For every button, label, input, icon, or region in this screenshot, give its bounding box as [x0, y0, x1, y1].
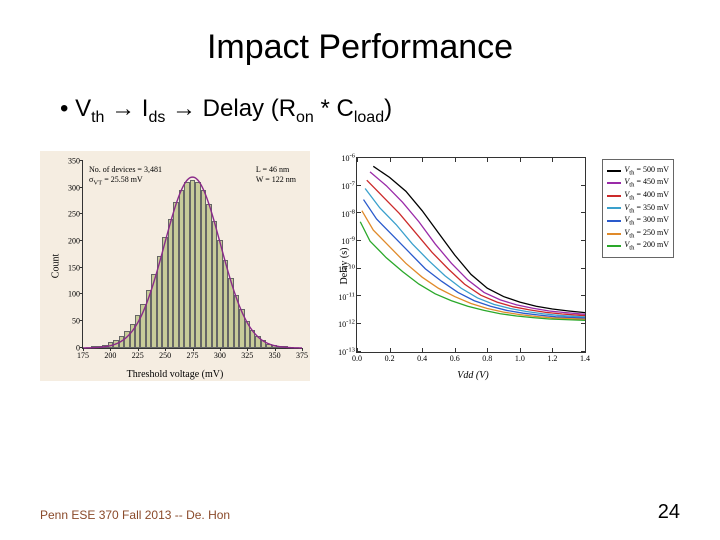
bullet-text: * C — [314, 95, 354, 122]
bullet-text: → I — [104, 95, 148, 122]
linechart-xtick: 1.0 — [515, 352, 525, 363]
histogram-ytick: 200 — [68, 236, 83, 245]
bullet-text: • V — [60, 95, 91, 122]
histogram-ytick: 150 — [68, 263, 83, 272]
legend-label: Vth = 400 mV — [624, 190, 669, 202]
linechart-ytick: 10-12 — [338, 319, 357, 330]
histogram-ytick: 50 — [72, 317, 83, 326]
legend-item: Vth = 400 mV — [607, 190, 669, 202]
linechart-ytick: 10-11 — [338, 291, 357, 302]
legend-item: Vth = 350 mV — [607, 203, 669, 215]
bullet-text: ) — [384, 95, 392, 122]
linechart-xtick: 0.2 — [385, 352, 395, 363]
legend-swatch — [607, 170, 621, 172]
charts-row: Count Threshold voltage (mV) No. of devi… — [40, 151, 680, 381]
slide-title: Impact Performance — [40, 28, 680, 67]
histogram-ylabel: Count — [51, 254, 62, 278]
linechart-xtick: 1.4 — [580, 352, 590, 363]
linechart-ytick: 10-8 — [341, 208, 357, 219]
linechart-legend: Vth = 500 mVVth = 450 mVVth = 400 mVVth … — [602, 159, 674, 258]
legend-label: Vth = 300 mV — [624, 215, 669, 227]
bullet-sub: load — [354, 109, 384, 126]
histogram-ytick: 100 — [68, 290, 83, 299]
legend-item: Vth = 500 mV — [607, 165, 669, 177]
slide: Impact Performance • Vth → Ids → Delay (… — [0, 0, 720, 540]
line-chart: Delay (s) Vdd (V) 10-1310-1210-1110-1010… — [326, 151, 676, 381]
legend-swatch — [607, 207, 621, 209]
linechart-xtick: 0.8 — [482, 352, 492, 363]
linechart-ytick: 10-6 — [341, 152, 357, 163]
linechart-ytick: 10-9 — [341, 236, 357, 247]
linechart-ytick: 10-10 — [338, 263, 357, 274]
linechart-xtick: 0.4 — [417, 352, 427, 363]
legend-item: Vth = 250 mV — [607, 228, 669, 240]
histogram-annotation-right: L = 46 nmW = 122 nm — [256, 165, 296, 186]
legend-swatch — [607, 220, 621, 222]
histogram-xlabel: Threshold voltage (mV) — [127, 369, 224, 380]
legend-label: Vth = 500 mV — [624, 165, 669, 177]
bullet-sub: ds — [148, 109, 165, 126]
legend-label: Vth = 250 mV — [624, 228, 669, 240]
bullet-text: → Delay (R — [165, 95, 296, 122]
bullet-sub: th — [91, 109, 104, 126]
legend-swatch — [607, 195, 621, 197]
legend-item: Vth = 200 mV — [607, 240, 669, 252]
legend-swatch — [607, 245, 621, 247]
linechart-xtick: 1.2 — [547, 352, 557, 363]
legend-swatch — [607, 233, 621, 235]
histogram-annotation-left: No. of devices = 3,481σVT = 25.58 mV — [89, 165, 162, 189]
linechart-ytick: 10-7 — [341, 180, 357, 191]
bullet-formula: • Vth → Ids → Delay (Ron * Cload) — [60, 95, 680, 127]
histogram-ytick: 300 — [68, 183, 83, 192]
legend-swatch — [607, 182, 621, 184]
footer-credit: Penn ESE 370 Fall 2013 -- De. Hon — [40, 508, 230, 522]
histogram-ytick: 250 — [68, 210, 83, 219]
histogram-ytick: 350 — [68, 156, 83, 165]
legend-label: Vth = 350 mV — [624, 203, 669, 215]
linechart-xtick: 0.6 — [450, 352, 460, 363]
slide-number: 24 — [658, 501, 680, 524]
legend-item: Vth = 450 mV — [607, 177, 669, 189]
legend-label: Vth = 200 mV — [624, 240, 669, 252]
linechart-xlabel: Vdd (V) — [457, 370, 488, 381]
legend-item: Vth = 300 mV — [607, 215, 669, 227]
linechart-xtick: 0.0 — [352, 352, 362, 363]
legend-label: Vth = 450 mV — [624, 177, 669, 189]
bullet-sub: on — [296, 109, 314, 126]
histogram-chart: Count Threshold voltage (mV) No. of devi… — [40, 151, 310, 381]
